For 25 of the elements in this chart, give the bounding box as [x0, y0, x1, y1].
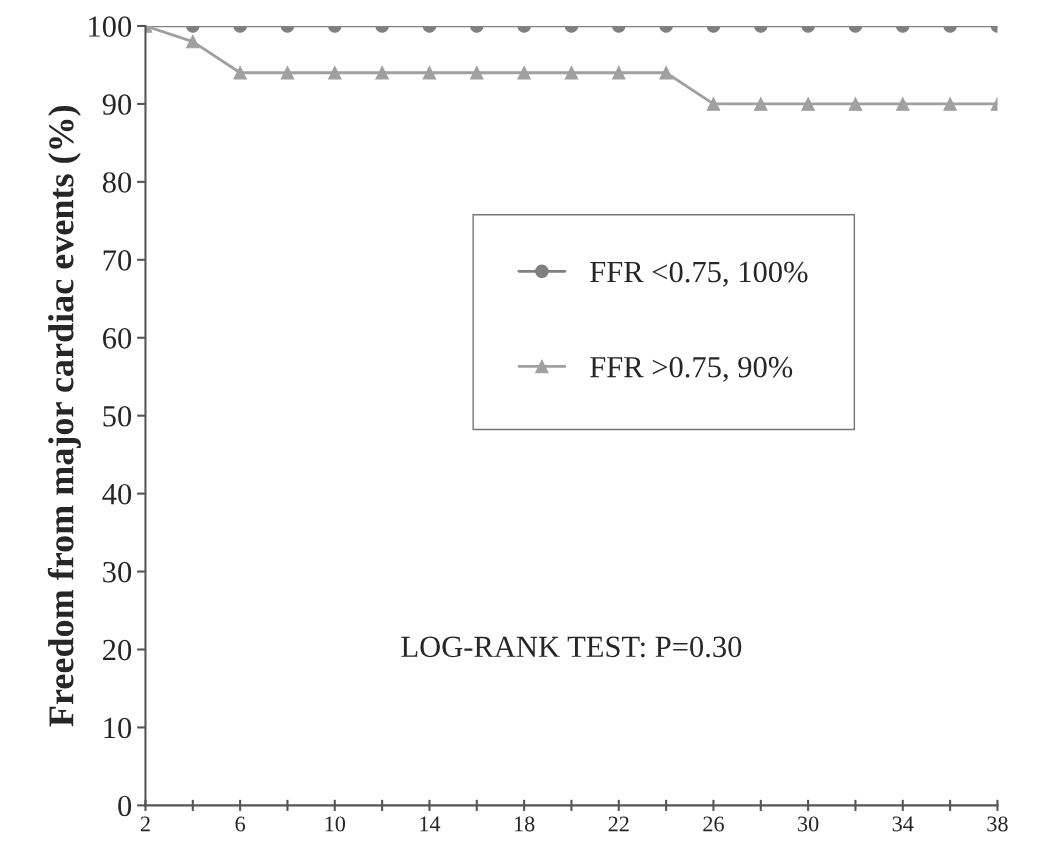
x-tick-label: 2: [140, 816, 150, 832]
y-tick-label: 30: [103, 561, 132, 583]
x-tick-label: 10: [325, 816, 346, 832]
y-tick-label: 20: [103, 639, 132, 661]
x-tick-label: 30: [798, 816, 819, 832]
x-tick-label: 38: [987, 816, 1008, 832]
y-tick-label: 50: [103, 405, 132, 427]
x-tick-label: 6: [235, 816, 246, 832]
y-tick-label: 70: [103, 250, 132, 271]
y-tick-label: 10: [104, 717, 132, 739]
y-tick-label: 80: [102, 172, 132, 193]
y-tick-label: 40: [102, 483, 132, 505]
y-tick-label: 100: [89, 16, 132, 37]
annotation: LOG-RANK TEST: P=0.30: [401, 636, 742, 658]
y-tick-label: 60: [103, 328, 132, 349]
y-axis-title: Freedom from major cardiac events (%): [47, 105, 81, 727]
legend-label: FFR >0.75, 90%: [590, 356, 793, 382]
x-tick-label: 18: [514, 816, 535, 832]
x-tick-label: 14: [420, 816, 441, 832]
x-tick-label: 22: [608, 816, 629, 832]
y-tick-label: 90: [102, 94, 132, 115]
y-tick-label: 0: [118, 795, 132, 817]
x-tick-label: 26: [703, 816, 724, 832]
legend-label: FFR <0.75, 100%: [590, 261, 808, 287]
x-tick-label: 34: [892, 816, 914, 832]
